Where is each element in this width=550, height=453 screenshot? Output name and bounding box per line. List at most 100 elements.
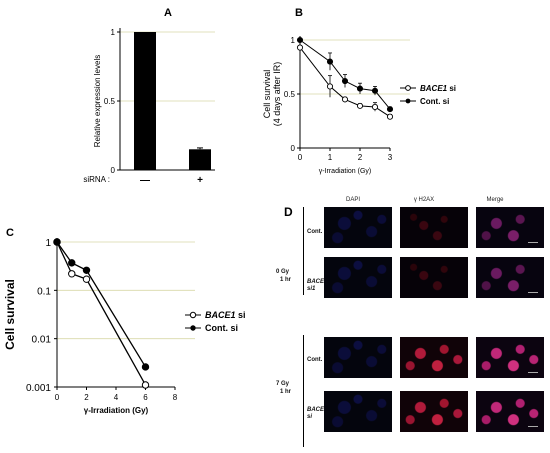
chart-c: C 0.001 0.01 0.1 1 0 2 4 6 8 γ-Irradiation (Gy) Cel… <box>3 227 246 415</box>
legend-label-bace1: BACE1 si <box>205 310 246 320</box>
y-tick-label: 0 <box>291 144 296 153</box>
image-dapi-cont-0gy <box>324 207 392 248</box>
data-point <box>326 83 334 90</box>
scale-bar <box>528 372 538 373</box>
image-h2ax-bace1-7gy <box>400 391 468 432</box>
series-line-1 <box>56 241 147 368</box>
x-tick-label: 0 <box>298 153 303 162</box>
group-time-0gy: 1 hr <box>280 277 292 283</box>
y-axis-label: Cell survival <box>3 279 17 350</box>
y-tick-label: 0 <box>111 166 116 175</box>
scale-bar <box>528 426 538 427</box>
legend-marker-bace1 <box>405 85 411 91</box>
x-axis-label: siRNA : <box>83 175 110 184</box>
x-tick-label: 1 <box>328 153 333 162</box>
chart-b: B 0 0.5 1 0 1 2 3 γ-Irradiation (Gy) Cell surviva… <box>262 7 456 175</box>
y-tick-label: 0.001 <box>26 383 51 394</box>
image-dapi-bace1-7gy <box>324 391 392 432</box>
panel-label-c: C <box>6 227 14 239</box>
x-tick-label: — <box>140 175 150 186</box>
data-point <box>371 103 379 111</box>
bar-0 <box>134 32 156 170</box>
panel-a: A 0 0.5 1 — + siRNA : Relative expression level… <box>0 0 260 195</box>
data-point <box>341 96 349 103</box>
panel-label-a: A <box>164 7 172 19</box>
image-dapi-bace1-0gy <box>324 257 392 298</box>
panel-label-d: D <box>284 205 293 219</box>
y-tick-label: 0.01 <box>32 335 52 346</box>
data-point <box>356 102 364 109</box>
y-tick-label: 1 <box>291 36 296 45</box>
data-point <box>141 363 150 371</box>
x-tick-label: 6 <box>143 393 148 402</box>
row-label-bace1-gene: BACE1 <box>307 279 328 285</box>
y-axis-label: Relative expression levels <box>93 55 102 148</box>
data-point <box>386 113 394 120</box>
group-bracket-0gy <box>303 207 304 295</box>
panel-label-b: B <box>295 7 303 19</box>
data-point <box>356 85 364 92</box>
x-tick-label: 4 <box>114 393 119 402</box>
legend-marker-cont <box>405 98 411 104</box>
data-point <box>296 36 304 44</box>
panel-d-microscopy: D DAPI γ H2AX Merge 0 Gy 1 hr Cont. BACE… <box>276 195 550 448</box>
row-label-cont-0gy: Cont. <box>307 229 323 235</box>
group-time-7gy: 1 hr <box>280 389 292 395</box>
chart-a: A 0 0.5 1 — + siRNA : Relative expression level… <box>83 7 215 186</box>
data-point <box>386 106 394 113</box>
data-point <box>141 381 150 389</box>
x-tick-label: 2 <box>358 153 363 162</box>
group-bracket-7gy <box>303 335 304 447</box>
y-tick-label: 1 <box>45 238 51 249</box>
x-tick-label: 3 <box>388 153 393 162</box>
image-dapi-cont-7gy <box>324 337 392 378</box>
legend-label-cont: Cont. si <box>420 97 449 106</box>
x-tick-label: 2 <box>84 393 89 402</box>
data-point <box>82 275 91 283</box>
image-merge-cont-0gy <box>476 207 544 248</box>
panel-c: C 0.001 0.01 0.1 1 0 2 4 6 8 γ-Irradiation (Gy) Cel… <box>0 222 290 448</box>
image-merge-bace1-7gy <box>476 391 544 432</box>
data-point <box>68 270 76 278</box>
y-tick-label: 0.5 <box>104 97 116 106</box>
legend-marker-cont <box>190 325 196 331</box>
x-tick-label: 8 <box>173 393 178 402</box>
data-point <box>53 238 61 246</box>
data-point <box>82 266 91 274</box>
legend-marker-bace1 <box>189 311 197 319</box>
column-header-merge: Merge <box>486 197 504 203</box>
x-axis-label: γ-Irradiation (Gy) <box>84 406 149 415</box>
series-line-1 <box>299 39 391 110</box>
data-point <box>296 44 304 51</box>
group-dose-0gy: 0 Gy <box>276 269 290 275</box>
legend-label-cont: Cont. si <box>205 323 238 333</box>
row-label-bace1-0gy: BACE1 si1 <box>307 279 327 293</box>
panel-b: B 0 0.5 1 0 1 2 3 γ-Irradiation (Gy) Cell surviva… <box>250 0 550 195</box>
image-h2ax-bace1-0gy <box>400 257 468 298</box>
y-axis-label: Cell survival <box>262 70 272 119</box>
row-label-bace1-gene: BACE1 <box>307 407 328 413</box>
row-label-bace1-suffix: si1 <box>307 286 316 292</box>
scale-bar <box>528 292 538 293</box>
row-label-cont-7gy: Cont. <box>307 357 323 363</box>
data-point <box>326 58 334 65</box>
y-tick-label: 0.1 <box>37 286 51 297</box>
y-tick-label: 1 <box>111 28 116 37</box>
image-merge-bace1-0gy <box>476 257 544 298</box>
column-header-h2ax: γ H2AX <box>413 197 435 203</box>
legend-label-bace1: BACE1 si <box>420 84 456 93</box>
data-point <box>341 77 349 85</box>
row-label-bace1-7gy: BACE1 si <box>307 407 327 421</box>
scale-bar <box>528 242 538 243</box>
x-axis-label: γ-Irradiation (Gy) <box>319 168 372 175</box>
group-dose-7gy: 7 Gy <box>276 381 290 387</box>
image-merge-cont-7gy <box>476 337 544 378</box>
image-h2ax-cont-0gy <box>400 207 468 248</box>
y-tick-label: 0.5 <box>284 90 296 99</box>
data-point <box>371 87 379 94</box>
x-tick-label: 0 <box>55 393 60 402</box>
data-point <box>68 259 76 267</box>
bar-1 <box>189 149 211 170</box>
column-header-dapi: DAPI <box>345 197 360 203</box>
y-axis-label-2: (4 days after IR) <box>272 62 282 127</box>
